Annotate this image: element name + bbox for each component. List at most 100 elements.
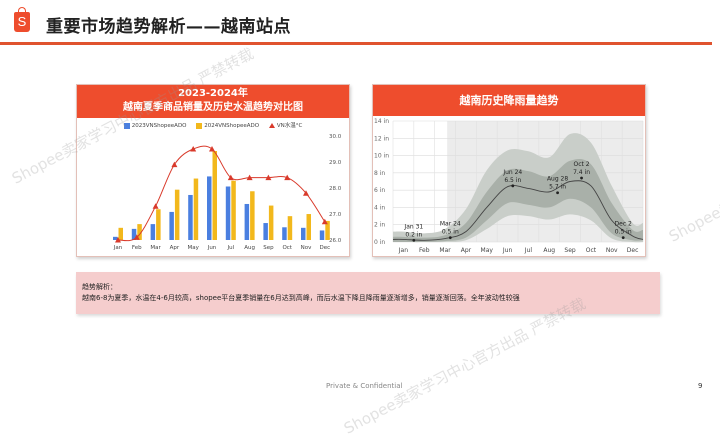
temperature-marker-icon: [115, 237, 121, 243]
note-heading: 趋势解析：: [82, 283, 117, 291]
x-tick: Jun: [207, 245, 217, 251]
trend-analysis-box: 趋势解析： 越南6-8为夏季，水温在4-6月较高，shopee平台夏季销量在6月…: [76, 272, 660, 314]
bar-2024: [137, 224, 142, 240]
annotation-value: 0.2 in: [405, 231, 422, 238]
legend-swatch-blue-icon: [123, 122, 130, 129]
legend-item-2023: 2023VNShopeeADO: [123, 122, 187, 129]
x-tick: May: [188, 245, 200, 251]
annotation-point: [580, 176, 583, 180]
y-tick: 0 in: [374, 239, 385, 246]
bar-2023: [319, 230, 325, 240]
bar-2023: [301, 227, 306, 240]
annotation-point: [621, 236, 625, 240]
x-tick: Sep: [263, 245, 274, 251]
y-tick: 2 in: [374, 222, 385, 229]
annotation-value: 0.5 in: [615, 229, 632, 236]
bar-2023: [188, 194, 193, 240]
page-title: 重要市场趋势解析——越南站点: [46, 17, 291, 37]
temperature-line: [117, 145, 326, 242]
x-tick: Feb: [419, 247, 430, 254]
y2-tick: 27.0: [329, 212, 342, 218]
bar-2024: [250, 191, 255, 240]
bar-2023: [225, 186, 231, 240]
annotation-date: Jan 31: [403, 223, 423, 230]
y-tick: 14 in: [374, 118, 389, 125]
bar-2023: [113, 236, 118, 240]
confidential-label: Private & Confidential: [326, 382, 403, 390]
annotation-value: 6.5 in: [504, 177, 521, 184]
sales-temperature-chart: 26.0 27.0 28.0 29.0 30.0 Jan Feb Mar Apr May Jun Ju…: [113, 134, 342, 251]
x-tick: May: [481, 247, 494, 254]
temperature-marker-icon: [227, 174, 234, 181]
x-tick: Dec: [319, 245, 330, 251]
temperature-marker-icon: [171, 161, 178, 168]
annotation-date: Oct 2: [573, 161, 589, 168]
x-tick: Mar: [439, 247, 451, 254]
bar-2024: [156, 209, 161, 240]
note-body: 越南6-8为夏季，水温在4-6月较高，shopee平台夏季销量在6月达到高峰，而…: [82, 294, 520, 302]
y-tick: 6 in: [374, 187, 385, 194]
legend-item-temp: VN水温°C: [268, 123, 302, 129]
y2-tick: 29.0: [329, 160, 342, 166]
temperature-marker-icon: [246, 174, 253, 181]
bar-2024: [287, 216, 293, 240]
legend-triangle-icon: [268, 123, 275, 128]
rainfall-range-band: [393, 159, 643, 243]
bar-2023: [282, 227, 287, 240]
y2-tick: 28.0: [329, 186, 342, 192]
bar-2024: [174, 189, 180, 240]
temperature-marker-icon: [321, 218, 328, 225]
legend-swatch-yellow-icon: [196, 122, 203, 129]
bar-2023: [169, 211, 174, 240]
slide-header: S 重要市场趋势解析——越南站点: [0, 0, 720, 46]
x-tick: Aug: [244, 245, 255, 251]
bar-2024: [325, 220, 330, 240]
temperature-marker-icon: [190, 146, 197, 152]
bar-2023: [263, 223, 268, 240]
x-tick: Nov: [606, 247, 618, 254]
chart-legend: 2023VNShopeeADO 2024VNShopeeADO VN水温°C: [77, 121, 349, 129]
sales-temperature-chart-card: 2023-2024年 越南夏季商品销量及历史水温趋势对比图 2023VNShop…: [76, 84, 350, 257]
x-tick: Apr: [461, 247, 472, 254]
x-tick: Jan: [398, 247, 408, 254]
annotation-point: [448, 236, 452, 240]
x-tick: Jun: [502, 247, 513, 254]
bar-2023: [150, 224, 156, 240]
annotation-date: Dec 2: [615, 221, 633, 228]
x-tick: Nov: [301, 245, 312, 251]
bar-2023: [244, 203, 250, 240]
page-number: 9: [698, 382, 703, 390]
header-divider: [0, 42, 712, 45]
temperature-marker-icon: [284, 174, 291, 181]
bar-2023: [131, 228, 137, 240]
bar-2024: [193, 178, 199, 240]
bar-2023: [207, 176, 212, 240]
chart-title: 越南历史降雨量趋势: [373, 85, 645, 116]
y2-tick: 30.0: [329, 134, 342, 140]
rainfall-chart: 0 in 2 in 4 in 6 in 8 in 10 in 12 in 14 in Jan 3…: [374, 118, 644, 254]
y-tick: 8 in: [374, 170, 385, 177]
y2-tick: 26.0: [329, 238, 342, 244]
annotation-value: 5.7 in: [549, 184, 566, 191]
x-tick: Jul: [524, 247, 533, 254]
x-tick: Jul: [226, 245, 234, 251]
x-tick: Feb: [132, 245, 142, 251]
shopee-bag-logo-icon: S: [14, 7, 30, 32]
bar-2024: [268, 205, 274, 240]
legend-item-2024: 2024VNShopeeADO: [196, 122, 259, 129]
annotation-point: [511, 184, 515, 188]
x-tick: Apr: [170, 245, 180, 251]
x-tick: Jan: [113, 245, 123, 251]
x-tick: Mar: [150, 245, 161, 251]
temperature-marker-icon: [133, 234, 140, 240]
x-tick: Dec: [627, 247, 639, 254]
x-tick: Aug: [543, 247, 555, 254]
annotation-point: [412, 238, 416, 242]
chart-title: 2023-2024年 越南夏季商品销量及历史水温趋势对比图: [77, 85, 349, 118]
annotation-date: Mar 24: [440, 221, 461, 228]
bar-2024: [118, 227, 123, 240]
temperature-marker-icon: [303, 190, 309, 196]
x-tick: Oct: [586, 247, 597, 254]
annotation-value: 0.5 in: [442, 229, 459, 236]
bar-2024: [306, 214, 311, 240]
